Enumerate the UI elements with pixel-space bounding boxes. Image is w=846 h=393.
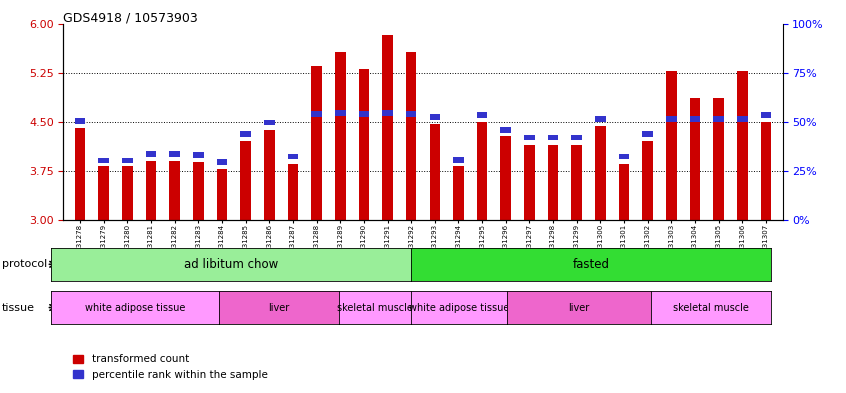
Text: skeletal muscle: skeletal muscle xyxy=(337,303,413,312)
Bar xyxy=(642,141,653,220)
Bar xyxy=(98,166,109,220)
Bar xyxy=(737,116,748,121)
Bar xyxy=(406,52,416,220)
Legend: transformed count, percentile rank within the sample: transformed count, percentile rank withi… xyxy=(69,350,272,384)
Bar xyxy=(761,112,772,118)
Bar xyxy=(264,130,275,220)
Text: liver: liver xyxy=(569,303,590,312)
Bar xyxy=(264,119,275,125)
Bar xyxy=(193,162,204,220)
Bar xyxy=(761,122,772,220)
Bar xyxy=(74,118,85,124)
Bar xyxy=(666,72,677,220)
Bar xyxy=(501,136,511,220)
Bar xyxy=(453,166,464,220)
Bar xyxy=(382,110,393,116)
Bar xyxy=(74,129,85,220)
Bar xyxy=(335,110,345,116)
Bar xyxy=(618,164,629,220)
Bar xyxy=(430,124,440,220)
Bar xyxy=(169,151,180,157)
Text: ad libitum chow: ad libitum chow xyxy=(184,258,278,271)
Bar xyxy=(525,135,535,141)
Bar xyxy=(359,70,369,220)
Bar xyxy=(359,111,369,117)
Bar xyxy=(547,145,558,220)
Bar xyxy=(737,72,748,220)
Bar xyxy=(477,122,487,220)
Bar xyxy=(146,161,157,220)
Bar xyxy=(335,52,345,220)
Bar xyxy=(689,97,700,220)
Bar xyxy=(571,145,582,220)
Bar xyxy=(406,111,416,117)
Bar xyxy=(571,135,582,141)
Text: GDS4918 / 10573903: GDS4918 / 10573903 xyxy=(63,12,198,25)
Bar xyxy=(288,164,299,220)
Bar xyxy=(525,145,535,220)
Bar xyxy=(595,126,606,220)
Bar xyxy=(122,166,133,220)
Bar xyxy=(642,131,653,137)
Bar xyxy=(595,116,606,122)
Bar xyxy=(547,135,558,141)
Text: skeletal muscle: skeletal muscle xyxy=(673,303,749,312)
Text: tissue: tissue xyxy=(2,303,35,312)
Bar xyxy=(217,169,228,220)
Text: fasted: fasted xyxy=(572,258,609,271)
Bar xyxy=(689,116,700,122)
Bar xyxy=(311,66,321,220)
Bar xyxy=(477,112,487,118)
Bar xyxy=(713,116,724,121)
Bar xyxy=(666,116,677,122)
Text: protocol: protocol xyxy=(2,259,47,269)
Bar xyxy=(240,141,251,220)
Bar xyxy=(217,159,228,165)
Bar xyxy=(169,161,180,220)
Bar xyxy=(713,97,724,220)
Bar xyxy=(453,157,464,163)
Bar xyxy=(98,158,109,163)
Bar xyxy=(382,35,393,220)
Bar xyxy=(240,131,251,137)
Bar xyxy=(501,127,511,133)
Bar xyxy=(122,158,133,163)
Bar xyxy=(288,154,299,160)
Text: liver: liver xyxy=(268,303,290,312)
Bar xyxy=(311,111,321,117)
Text: white adipose tissue: white adipose tissue xyxy=(409,303,509,312)
Text: white adipose tissue: white adipose tissue xyxy=(85,303,185,312)
Bar xyxy=(146,151,157,157)
Bar xyxy=(618,154,629,160)
Bar xyxy=(430,114,440,119)
Bar xyxy=(193,152,204,158)
